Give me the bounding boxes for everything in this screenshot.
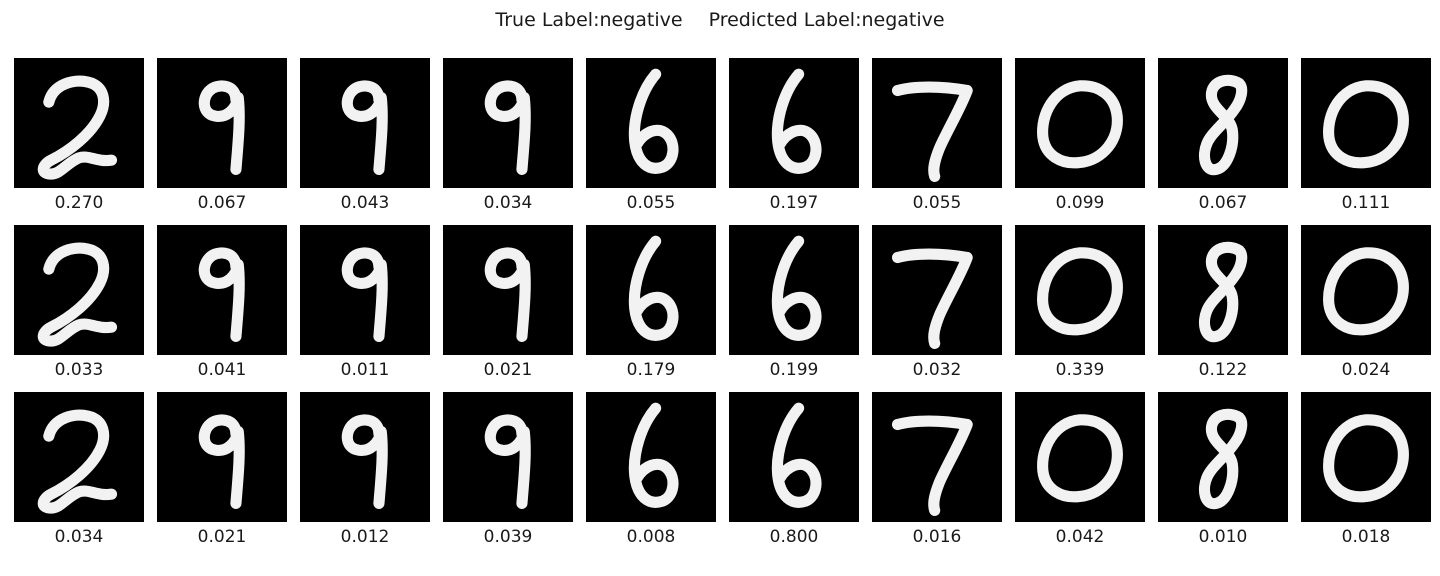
score-label: 0.111 [1341,193,1391,213]
digit-image-zero [1301,392,1431,522]
digit-image-nine [300,392,430,522]
digit-cell: 0.016 [872,392,1015,559]
score-label: 0.018 [1341,527,1391,547]
digit-cell: 0.067 [1158,58,1301,225]
score-label: 0.010 [1198,527,1248,547]
score-label: 0.199 [769,360,819,380]
digit-image-six [729,58,859,188]
digit-cell: 0.197 [729,58,872,225]
digit-image-zero [1301,225,1431,355]
digit-image-six [586,58,716,188]
digit-image-six [729,225,859,355]
true-label: True Label:negative [495,9,683,31]
digit-grid: 0.270 0.067 0.043 0.034 0.055 0.197 0.055 0.099… [14,58,1434,559]
digit-cell: 0.039 [443,392,586,559]
grid-row-1: 0.270 0.067 0.043 0.034 0.055 0.197 0.055 0.099… [14,58,1434,225]
digit-cell: 0.122 [1158,225,1301,392]
digit-image-nine [300,225,430,355]
score-label: 0.008 [626,527,676,547]
score-label: 0.197 [769,193,819,213]
digit-cell: 0.011 [300,225,443,392]
digit-image-two [14,58,144,188]
digit-image-two [14,392,144,522]
digit-cell: 0.199 [729,225,872,392]
digit-image-six [729,392,859,522]
digit-image-nine [443,392,573,522]
digit-cell: 0.055 [586,58,729,225]
digit-cell: 0.021 [157,392,300,559]
score-label: 0.043 [340,193,390,213]
digit-cell: 0.034 [443,58,586,225]
score-label: 0.800 [769,527,819,547]
digit-image-eight [1158,225,1288,355]
digit-image-zero [1015,58,1145,188]
score-label: 0.042 [1055,527,1105,547]
digit-cell: 0.042 [1015,392,1158,559]
score-label: 0.033 [54,360,104,380]
digit-image-seven [872,225,1002,355]
digit-image-nine [300,58,430,188]
score-label: 0.067 [197,193,247,213]
grid-row-2: 0.033 0.041 0.011 0.021 0.179 0.199 0.032 0.339… [14,225,1434,392]
score-label: 0.122 [1198,360,1248,380]
score-label: 0.032 [912,360,962,380]
digit-cell: 0.010 [1158,392,1301,559]
score-label: 0.021 [197,527,247,547]
digit-cell: 0.041 [157,225,300,392]
predicted-label: Predicted Label:negative [708,9,945,31]
score-label: 0.270 [54,193,104,213]
digit-cell: 0.012 [300,392,443,559]
digit-image-nine [157,392,287,522]
score-label: 0.067 [1198,193,1248,213]
digit-image-seven [872,58,1002,188]
digit-image-zero [1015,392,1145,522]
digit-cell: 0.018 [1301,392,1440,559]
digit-cell: 0.800 [729,392,872,559]
score-label: 0.024 [1341,360,1391,380]
score-label: 0.179 [626,360,676,380]
digit-image-seven [872,392,1002,522]
digit-cell: 0.270 [14,58,157,225]
score-label: 0.034 [54,527,104,547]
digit-image-six [586,392,716,522]
score-label: 0.041 [197,360,247,380]
digit-cell: 0.339 [1015,225,1158,392]
score-label: 0.339 [1055,360,1105,380]
digit-cell: 0.034 [14,392,157,559]
digit-image-nine [157,225,287,355]
score-label: 0.055 [912,193,962,213]
digit-cell: 0.067 [157,58,300,225]
grid-row-3: 0.034 0.021 0.012 0.039 0.008 0.800 0.016 0.042… [14,392,1434,559]
digit-image-zero [1301,58,1431,188]
digit-image-eight [1158,392,1288,522]
score-label: 0.011 [340,360,390,380]
score-label: 0.012 [340,527,390,547]
score-label: 0.099 [1055,193,1105,213]
digit-image-two [14,225,144,355]
digit-cell: 0.099 [1015,58,1158,225]
digit-cell: 0.033 [14,225,157,392]
digit-cell: 0.043 [300,58,443,225]
digit-cell: 0.055 [872,58,1015,225]
digit-cell: 0.032 [872,225,1015,392]
digit-cell: 0.024 [1301,225,1440,392]
digit-cell: 0.021 [443,225,586,392]
score-label: 0.055 [626,193,676,213]
digit-image-zero [1015,225,1145,355]
digit-image-eight [1158,58,1288,188]
score-label: 0.021 [483,360,533,380]
digit-image-six [586,225,716,355]
digit-cell: 0.111 [1301,58,1440,225]
digit-image-nine [443,225,573,355]
digit-image-nine [157,58,287,188]
score-label: 0.034 [483,193,533,213]
score-label: 0.039 [483,527,533,547]
digit-cell: 0.179 [586,225,729,392]
digit-image-nine [443,58,573,188]
score-label: 0.016 [912,527,962,547]
digit-cell: 0.008 [586,392,729,559]
figure-title: True Label:negative Predicted Label:negat… [0,8,1440,32]
